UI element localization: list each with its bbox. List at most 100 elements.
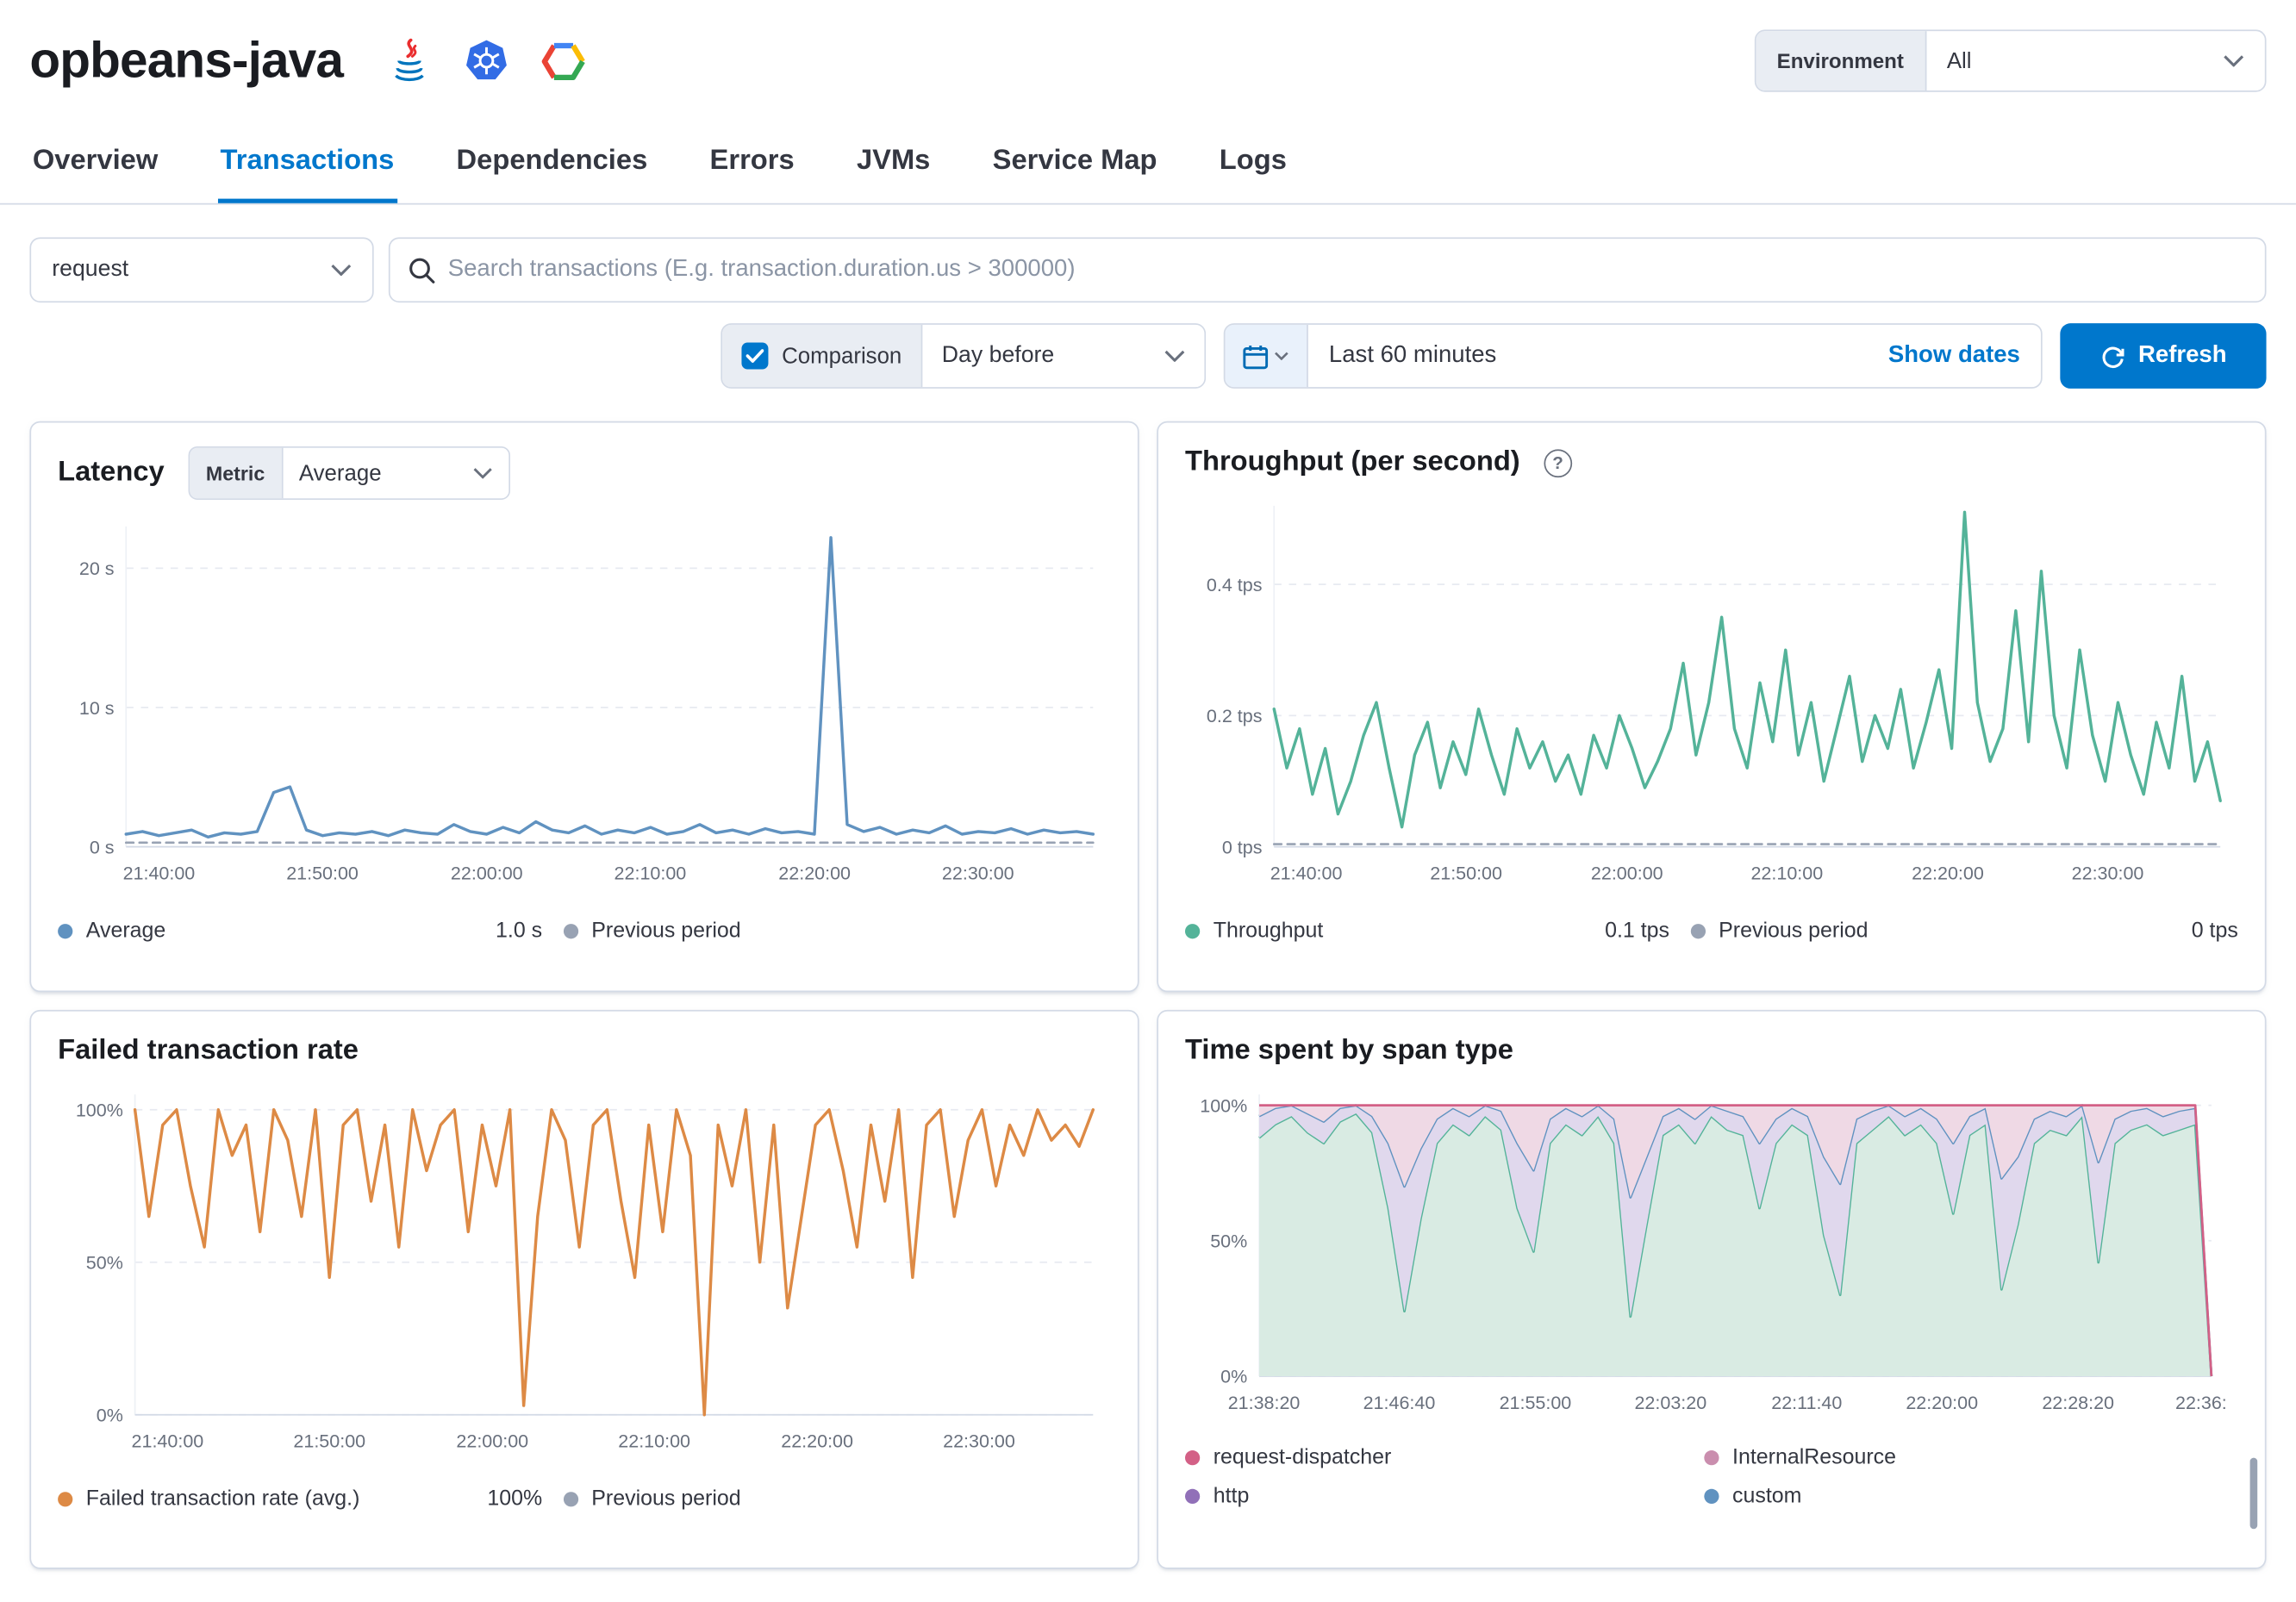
search-box [388,237,2267,303]
svg-text:100%: 100% [76,1100,123,1120]
legend-item[interactable]: Previous period [563,919,1111,944]
svg-text:22:30:00: 22:30:00 [942,863,1014,883]
legend-label: Previous period [591,919,741,944]
comparison-label: Comparison [782,343,902,369]
legend-item[interactable]: Previous period 0 tps [1690,919,2238,944]
comparison-value: Day before [941,342,1055,368]
metric-select[interactable]: Average [282,447,508,499]
failed-rate-panel: Failed transaction rate 0% 50% 100% 21:40:0… [29,1009,1139,1569]
svg-text:0 tps: 0 tps [1222,837,1263,857]
time-spent-panel: Time spent by span type 0% 50% 100% 21:38:2… [1157,1009,2267,1569]
time-spent-title: Time spent by span type [1184,1035,1513,1067]
comparison-checkbox-wrap[interactable]: Comparison [722,324,923,388]
tab-bar: Overview Transactions Dependencies Error… [0,122,2296,205]
tab-dependencies[interactable]: Dependencies [456,145,648,177]
legend-label: Previous period [1719,919,1869,944]
tab-transactions[interactable]: Transactions [217,122,397,203]
show-dates-link[interactable]: Show dates [1887,342,2020,368]
svg-text:0%: 0% [97,1405,123,1425]
legend-item[interactable]: Previous period [563,1487,1111,1512]
legend-label: Average [85,919,166,944]
svg-text:22:11:40: 22:11:40 [1771,1393,1842,1413]
page-title: opbeans-java [29,31,344,89]
svg-text:22:30:00: 22:30:00 [2072,863,2144,883]
metric-control: Metric Average [188,446,510,500]
chevron-down-icon [1275,352,1288,361]
svg-text:21:38:20: 21:38:20 [1228,1393,1301,1413]
environment-value: All [1946,47,1972,74]
service-badges [388,38,587,84]
help-icon[interactable]: ? [1544,448,1572,477]
svg-text:22:28:20: 22:28:20 [2042,1393,2114,1413]
throughput-chart[interactable]: 0 tps 0.2 tps 0.4 tps 21:40:00 21:50:00 22:00… [1185,488,2235,891]
kubernetes-icon [465,39,509,84]
legend-label: http [1213,1484,1250,1509]
legend-dot [1704,1450,1719,1466]
time-spent-chart[interactable]: 0% 50% 100% 21:38:20 21:46:40 21:55:00 22:03:2… [1185,1076,2248,1420]
tab-logs[interactable]: Logs [1219,145,1287,177]
failed-rate-title: Failed transaction rate [58,1035,359,1067]
date-range[interactable]: Last 60 minutes Show dates [1308,325,2041,387]
chevron-down-icon [331,264,352,277]
comparison-group: Comparison Day before [721,323,1207,389]
environment-filter: Environment All [1754,29,2267,92]
legend-dot [563,924,578,939]
svg-text:21:40:00: 21:40:00 [1270,863,1343,883]
time-spent-legend: request-dispatcher InternalResource http… [1184,1445,2238,1509]
failed-rate-chart[interactable]: 0% 50% 100% 21:40:00 21:50:00 22:00:00 22:10:0… [58,1076,1107,1459]
svg-text:22:10:00: 22:10:00 [1750,863,1823,883]
chevron-down-icon [472,468,492,479]
legend-item[interactable]: custom [1704,1485,2206,1508]
java-icon [388,38,433,84]
time-controls: Comparison Day before Last 60 minutes Sh… [0,302,2296,389]
tab-service-map[interactable]: Service Map [992,145,1157,177]
svg-text:22:36:40: 22:36:40 [2175,1393,2226,1413]
latency-chart[interactable]: 0 s 10 s 20 s 21:40:00 21:50:00 22:00:00 22:10… [58,508,1107,891]
svg-text:22:20:00: 22:20:00 [778,863,851,883]
legend-item[interactable]: request-dispatcher [1184,1445,1687,1470]
tab-errors[interactable]: Errors [709,145,795,177]
comparison-select[interactable]: Day before [922,324,1205,388]
svg-text:50%: 50% [86,1252,123,1273]
svg-text:50%: 50% [1210,1231,1247,1252]
legend-label: Throughput [1213,919,1324,944]
calendar-icon [1243,345,1269,369]
legend-dot [563,1492,578,1507]
legend-dot [58,1492,73,1507]
svg-text:0 s: 0 s [90,837,115,857]
legend-item[interactable]: Average 1.0 s [58,919,542,944]
svg-text:22:30:00: 22:30:00 [943,1431,1015,1452]
tab-jvms[interactable]: JVMs [856,145,931,177]
legend-item[interactable]: http [1184,1484,1687,1509]
legend-item[interactable]: InternalResource [1704,1445,2206,1470]
svg-text:22:10:00: 22:10:00 [618,1431,690,1452]
legend-dot [1704,1488,1719,1504]
filter-row: request [0,204,2296,303]
legend-item[interactable]: Throughput 0.1 tps [1184,919,1669,944]
chevron-down-icon [1164,350,1185,362]
legend-scrollbar[interactable] [2249,1457,2258,1530]
comparison-checkbox[interactable] [741,342,769,370]
svg-text:22:20:00: 22:20:00 [1912,863,1984,883]
metric-value: Average [298,460,382,486]
svg-text:21:55:00: 21:55:00 [1500,1393,1572,1413]
svg-text:21:50:00: 21:50:00 [1430,863,1502,883]
gcp-icon [542,39,587,84]
svg-text:22:00:00: 22:00:00 [456,1431,528,1452]
throughput-title: Throughput (per second) [1184,446,1520,478]
latency-legend: Average 1.0 s Previous period [58,919,1111,944]
transaction-type-select[interactable]: request [29,237,374,303]
legend-label: request-dispatcher [1213,1445,1392,1470]
legend-item[interactable]: Failed transaction rate (avg.) 100% [58,1487,542,1512]
calendar-button[interactable] [1225,324,1308,388]
throughput-legend: Throughput 0.1 tps Previous period 0 tps [1184,919,2238,944]
refresh-button[interactable]: Refresh [2060,323,2267,389]
legend-label: InternalResource [1732,1445,1897,1470]
svg-text:21:50:00: 21:50:00 [293,1431,365,1452]
environment-select[interactable]: All [1926,31,2265,90]
search-input[interactable] [447,256,2248,284]
tab-overview[interactable]: Overview [32,145,159,177]
legend-value: 100% [487,1487,543,1512]
refresh-label: Refresh [2138,342,2227,368]
